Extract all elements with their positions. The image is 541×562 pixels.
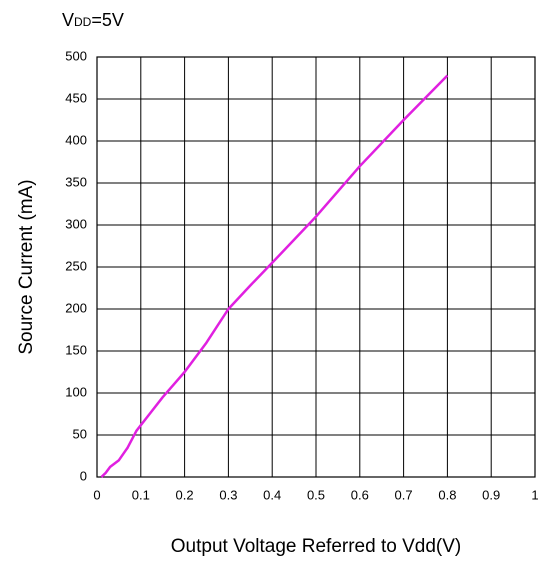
x-axis-label: Output Voltage Referred to Vdd(V) (171, 536, 461, 557)
x-tick-label: 0.6 (351, 487, 369, 502)
title-part: =5V (91, 10, 124, 30)
y-axis-label: Source Current (mA) (16, 179, 37, 354)
y-tick-label: 450 (65, 90, 87, 105)
x-tick-label: 0.8 (438, 487, 456, 502)
title-subscript: DD (74, 15, 92, 29)
data-line (100, 74, 449, 478)
y-tick-label: 0 (80, 468, 87, 483)
x-tick-label: 0.3 (219, 487, 237, 502)
y-tick-label: 150 (65, 342, 87, 357)
title-part: V (62, 10, 74, 30)
chart-title: VDD=5V (62, 10, 124, 30)
y-tick-label: 100 (65, 384, 87, 399)
y-tick-label: 350 (65, 174, 87, 189)
plot-frame (96, 56, 536, 478)
x-tick-label: 0.2 (176, 487, 194, 502)
y-tick-label: 300 (65, 216, 87, 231)
x-tick-label: 1 (531, 487, 538, 502)
x-tick-label: 0.1 (132, 487, 150, 502)
x-tick-label: 0 (93, 487, 100, 502)
x-tick-label: 0.9 (482, 487, 500, 502)
y-tick-label: 250 (65, 258, 87, 273)
y-tick-label: 50 (73, 426, 87, 441)
y-tick-label: 500 (65, 48, 87, 63)
y-tick-label: 400 (65, 132, 87, 147)
x-tick-label: 0.7 (395, 487, 413, 502)
y-tick-label: 200 (65, 300, 87, 315)
x-tick-label: 0.5 (307, 487, 325, 502)
x-tick-label: 0.4 (263, 487, 281, 502)
